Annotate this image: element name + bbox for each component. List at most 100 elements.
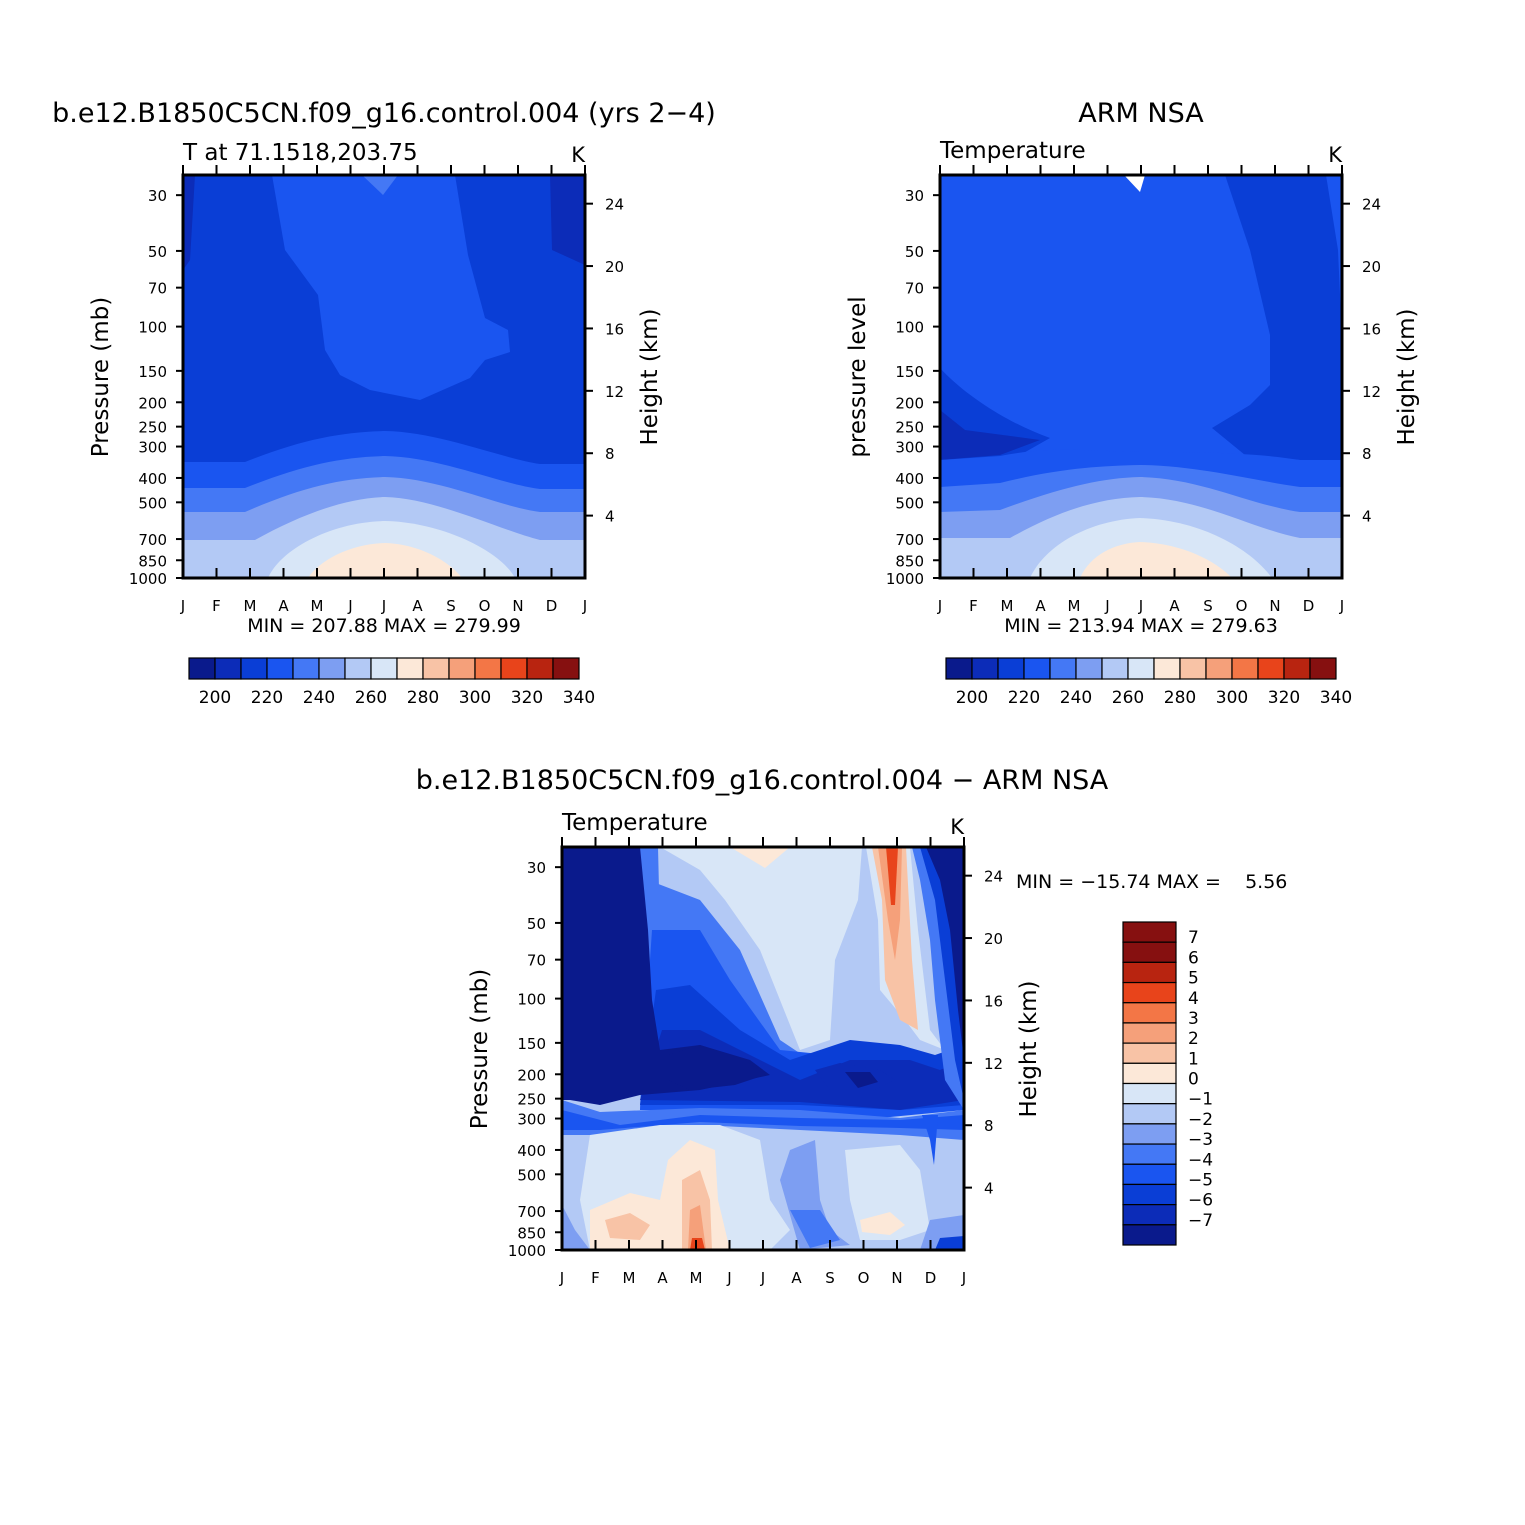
height-tick-label: 16 xyxy=(605,320,624,338)
panel-obs-minmax: MIN = 213.94 MAX = 279.63 xyxy=(1004,615,1278,637)
colorbar-label: 6 xyxy=(1188,948,1199,968)
colorbar-swatch xyxy=(1122,1002,1177,1024)
panel-obs-units: K xyxy=(1328,143,1343,167)
x-tick-label: J xyxy=(559,1269,564,1287)
y-tick-label: 1000 xyxy=(129,570,167,588)
colorbar-swatch xyxy=(526,657,554,680)
x-tick-label: O xyxy=(479,597,491,615)
y-tick-label: 100 xyxy=(895,319,924,337)
y-tick-label: 850 xyxy=(138,552,167,570)
panel-obs: ARM NSA Temperature K J F M A M J J A S O N D J 30 50… xyxy=(845,98,1420,708)
y-tick-label: 30 xyxy=(148,187,167,205)
y-tick-label: 500 xyxy=(517,1166,546,1184)
panel-diff-ylabel: Pressure (mb) xyxy=(467,969,493,1129)
panel-obs-title: ARM NSA xyxy=(1078,98,1204,129)
colorbar-label: 260 xyxy=(355,688,387,708)
colorbar-label: 340 xyxy=(1320,688,1352,708)
panel-model-ylabel-right: Height (km) xyxy=(637,308,663,445)
y-tick-label: 70 xyxy=(148,280,167,298)
y-tick-label: 70 xyxy=(905,280,924,298)
y-tick-label: 300 xyxy=(895,439,924,457)
colorbar-label: 3 xyxy=(1188,1009,1199,1029)
y-tick-label: 700 xyxy=(517,1203,546,1221)
x-tick-label: J xyxy=(381,597,386,615)
colorbar-swatch xyxy=(370,657,398,680)
x-tick-label: A xyxy=(278,597,289,615)
x-tick-label: A xyxy=(412,597,423,615)
colorbar-label: 320 xyxy=(1268,688,1300,708)
panel-diff-subtitle: Temperature xyxy=(561,810,708,836)
panel-model-contours xyxy=(183,175,585,578)
x-tick-label: J xyxy=(937,597,942,615)
x-tick-label: J xyxy=(1104,597,1109,615)
height-tick-label: 12 xyxy=(1362,383,1381,401)
colorbar-swatch xyxy=(1257,657,1285,680)
colorbar-label: 240 xyxy=(1060,688,1092,708)
colorbar-label: 260 xyxy=(1112,688,1144,708)
colorbar-swatch xyxy=(240,657,268,680)
y-tick-label: 150 xyxy=(138,363,167,381)
y-tick-label: 50 xyxy=(148,243,167,261)
colorbar-swatch xyxy=(971,657,999,680)
panel-diff-height-axis: 24 20 16 12 8 4 xyxy=(964,868,1003,1198)
colorbar-label: −2 xyxy=(1188,1110,1213,1130)
colorbar-label: 2 xyxy=(1188,1029,1199,1049)
y-tick-label: 150 xyxy=(895,363,924,381)
x-tick-label: O xyxy=(858,1269,870,1287)
y-tick-label: 500 xyxy=(138,494,167,512)
height-tick-label: 12 xyxy=(605,383,624,401)
colorbar-label: −1 xyxy=(1188,1090,1213,1110)
colorbar-label: 1 xyxy=(1188,1049,1199,1069)
colorbar-swatch xyxy=(500,657,528,680)
y-tick-label: 400 xyxy=(138,470,167,488)
height-tick-label: 4 xyxy=(984,1180,994,1198)
colorbar-label: 240 xyxy=(303,688,335,708)
y-tick-label: 150 xyxy=(517,1035,546,1053)
height-tick-label: 12 xyxy=(984,1055,1003,1073)
panel-obs-ylabel-right: Height (km) xyxy=(1394,308,1420,445)
colorbar-swatch xyxy=(266,657,294,680)
y-tick-label: 250 xyxy=(138,419,167,437)
height-tick-label: 4 xyxy=(605,508,615,526)
colorbar-swatch xyxy=(318,657,346,680)
colorbar-swatch xyxy=(1023,657,1051,680)
x-tick-label: F xyxy=(591,1269,600,1287)
colorbar-label: 5 xyxy=(1188,969,1199,989)
height-tick-label: 24 xyxy=(1362,196,1381,214)
x-tick-label: J xyxy=(726,1269,731,1287)
panel-diff: b.e12.B1850C5CN.f09_g16.control.004 − AR… xyxy=(416,765,1288,1287)
colorbar-label: 300 xyxy=(459,688,491,708)
panel-model-colorbar: 200 220 240 260 280 300 320 340 xyxy=(188,657,595,708)
colorbar-swatch xyxy=(1205,657,1233,680)
colorbar-swatch xyxy=(1127,657,1155,680)
y-tick-label: 700 xyxy=(138,531,167,549)
colorbar-label: 340 xyxy=(563,688,595,708)
colorbar-swatch xyxy=(474,657,502,680)
height-tick-label: 20 xyxy=(605,258,624,276)
x-tick-label: F xyxy=(969,597,978,615)
height-tick-label: 8 xyxy=(1362,445,1372,463)
y-tick-label: 200 xyxy=(138,394,167,412)
y-tick-label: 850 xyxy=(517,1224,546,1242)
height-tick-label: 8 xyxy=(984,1117,994,1135)
y-tick-label: 100 xyxy=(138,319,167,337)
y-tick-label: 700 xyxy=(895,531,924,549)
y-tick-label: 250 xyxy=(895,419,924,437)
y-tick-label: 70 xyxy=(527,952,546,970)
colorbar-swatch xyxy=(1122,1042,1177,1064)
colorbar-label: −5 xyxy=(1188,1170,1213,1190)
panel-obs-ylabel: pressure level xyxy=(845,296,871,457)
panel-obs-height-axis: 24 20 16 12 8 4 xyxy=(1342,196,1381,526)
panel-model: b.e12.B1850C5CN.f09_g16.control.004 (yrs… xyxy=(52,98,716,708)
colorbar-swatch xyxy=(1122,1143,1177,1165)
x-tick-label: A xyxy=(1035,597,1046,615)
colorbar-swatch xyxy=(1122,1022,1177,1044)
colorbar-swatch xyxy=(292,657,320,680)
x-tick-label: M xyxy=(690,1269,703,1287)
